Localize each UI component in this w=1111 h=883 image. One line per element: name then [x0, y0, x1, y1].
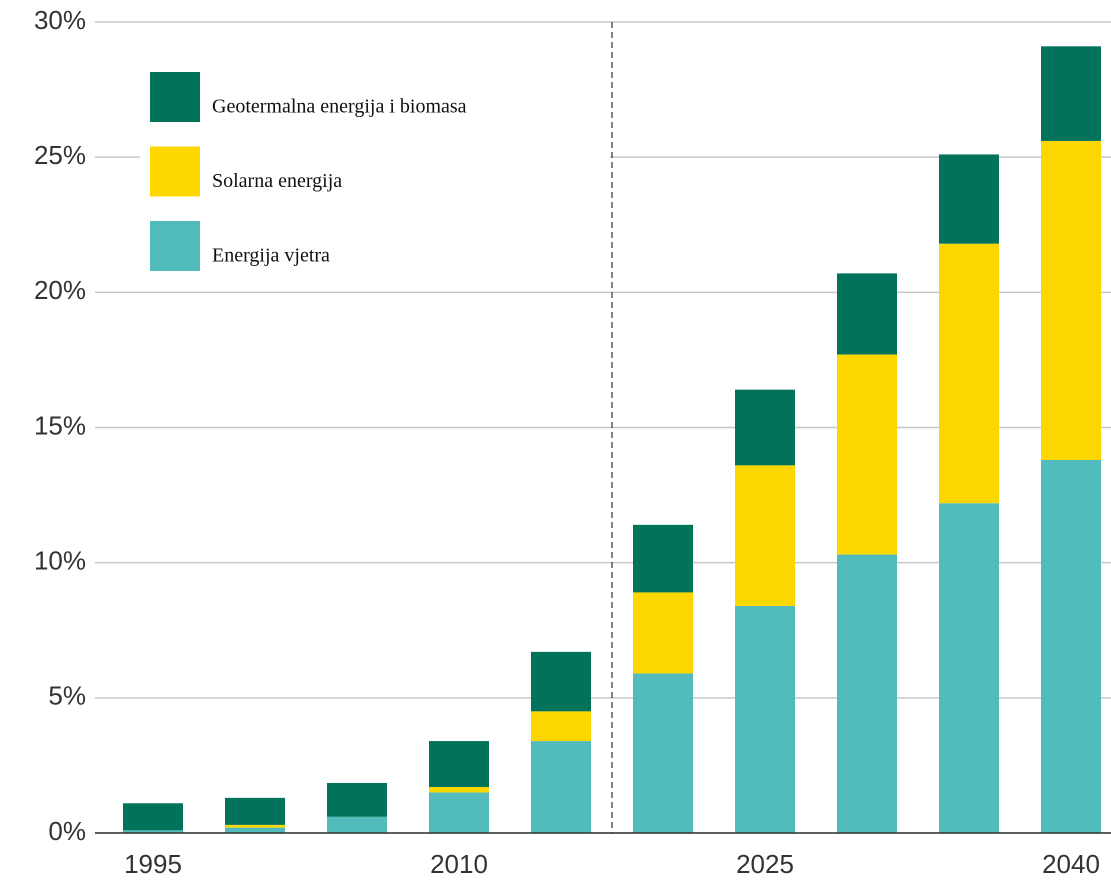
bar-segment	[123, 830, 183, 833]
x-tick-label: 2010	[430, 849, 488, 879]
legend-label: Energija vjetra	[212, 245, 330, 267]
bar-segment	[735, 605, 795, 833]
legend-swatch	[150, 72, 200, 122]
legend-label: Geotermalna energija i biomasa	[212, 96, 467, 118]
y-tick-label: 15%	[34, 410, 86, 440]
bar-segment	[837, 273, 897, 355]
bar-segment	[633, 673, 693, 833]
bar-segment	[123, 803, 183, 831]
bar-segment	[531, 711, 591, 742]
legend-bg	[140, 62, 610, 280]
bar-segment	[429, 741, 489, 788]
bar-segment	[633, 524, 693, 593]
bar-segment	[1041, 46, 1101, 141]
bar-segment	[225, 824, 285, 828]
bar-segment	[633, 592, 693, 674]
y-tick-label: 10%	[34, 546, 86, 576]
x-tick-label: 1995	[124, 849, 182, 879]
bar-segment	[225, 797, 285, 825]
bar-segment	[837, 354, 897, 555]
bar-segment	[429, 787, 489, 793]
y-tick-label: 20%	[34, 275, 86, 305]
y-tick-label: 0%	[48, 816, 86, 846]
bar-segment	[327, 782, 387, 817]
legend-label: Solarna energija	[212, 170, 342, 192]
bar-segment	[735, 465, 795, 606]
bar-segment	[939, 243, 999, 504]
bar-segment	[837, 554, 897, 833]
legend-swatch	[150, 221, 200, 271]
bar-segment	[429, 792, 489, 833]
bar-segment	[327, 816, 387, 833]
bar-segment	[735, 389, 795, 466]
y-tick-label: 30%	[34, 5, 86, 35]
bar-segment	[1041, 459, 1101, 833]
bar-segment	[1041, 140, 1101, 460]
bar-segment	[939, 154, 999, 244]
x-tick-label: 2025	[736, 849, 794, 879]
bar-segment	[225, 827, 285, 833]
y-tick-label: 25%	[34, 140, 86, 170]
y-tick-label: 5%	[48, 681, 86, 711]
legend-swatch	[150, 146, 200, 197]
bar-segment	[939, 503, 999, 833]
x-tick-label: 2040	[1042, 849, 1100, 879]
bar-segment	[531, 651, 591, 712]
bar-segment	[531, 741, 591, 833]
